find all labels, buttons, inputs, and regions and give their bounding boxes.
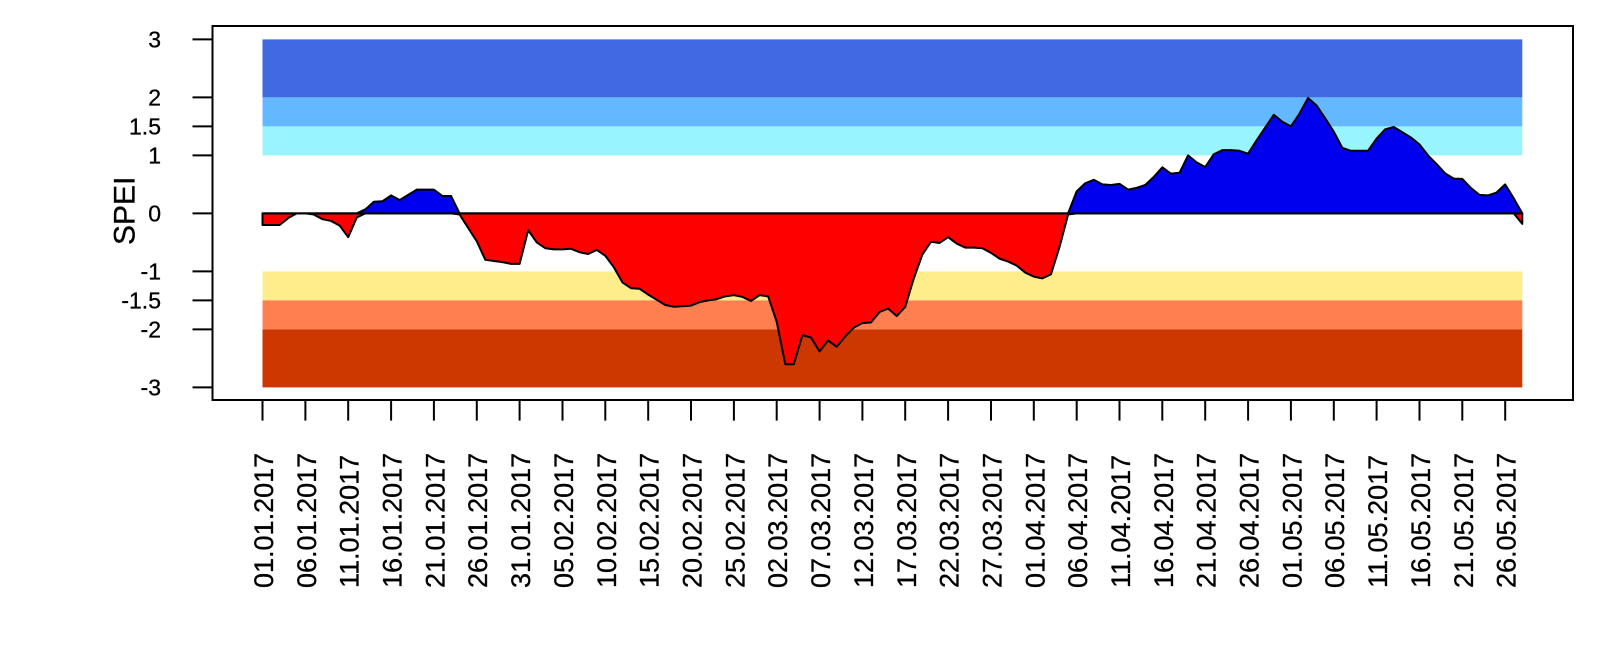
svg-text:1.5: 1.5 bbox=[129, 114, 161, 140]
svg-text:06.01.2017: 06.01.2017 bbox=[292, 453, 322, 588]
svg-text:25.02.2017: 25.02.2017 bbox=[720, 453, 750, 588]
svg-text:-1: -1 bbox=[141, 259, 161, 285]
svg-text:01.05.2017: 01.05.2017 bbox=[1277, 453, 1307, 588]
svg-text:22.03.2017: 22.03.2017 bbox=[935, 453, 965, 588]
svg-text:31.01.2017: 31.01.2017 bbox=[506, 453, 536, 588]
svg-text:1: 1 bbox=[148, 143, 161, 169]
svg-text:06.05.2017: 06.05.2017 bbox=[1320, 453, 1350, 588]
svg-text:10.02.2017: 10.02.2017 bbox=[592, 453, 622, 588]
svg-text:3: 3 bbox=[148, 27, 161, 53]
svg-text:11.05.2017: 11.05.2017 bbox=[1363, 455, 1393, 588]
svg-text:02.03.2017: 02.03.2017 bbox=[763, 453, 793, 588]
svg-text:17.03.2017: 17.03.2017 bbox=[892, 453, 922, 588]
svg-text:21.05.2017: 21.05.2017 bbox=[1449, 453, 1479, 588]
svg-text:11.01.2017: 11.01.2017 bbox=[335, 455, 365, 588]
svg-text:SPEI: SPEI bbox=[109, 177, 142, 245]
svg-text:11.04.2017: 11.04.2017 bbox=[1106, 455, 1136, 588]
svg-text:21.04.2017: 21.04.2017 bbox=[1192, 453, 1222, 588]
svg-text:07.03.2017: 07.03.2017 bbox=[806, 453, 836, 588]
svg-text:26.04.2017: 26.04.2017 bbox=[1235, 453, 1265, 588]
svg-text:12.03.2017: 12.03.2017 bbox=[849, 453, 879, 588]
svg-text:26.05.2017: 26.05.2017 bbox=[1492, 453, 1522, 588]
svg-text:-3: -3 bbox=[141, 375, 161, 401]
svg-text:27.03.2017: 27.03.2017 bbox=[978, 453, 1008, 588]
svg-text:-2: -2 bbox=[141, 317, 161, 343]
svg-text:01.01.2017: 01.01.2017 bbox=[249, 453, 279, 588]
svg-text:16.01.2017: 16.01.2017 bbox=[378, 453, 408, 588]
svg-text:16.05.2017: 16.05.2017 bbox=[1406, 453, 1436, 588]
svg-text:16.04.2017: 16.04.2017 bbox=[1149, 453, 1179, 588]
svg-text:15.02.2017: 15.02.2017 bbox=[635, 453, 665, 588]
svg-text:2: 2 bbox=[148, 85, 161, 111]
svg-text:0: 0 bbox=[148, 201, 161, 227]
svg-text:06.04.2017: 06.04.2017 bbox=[1063, 453, 1093, 588]
svg-text:20.02.2017: 20.02.2017 bbox=[678, 453, 708, 588]
svg-text:01.04.2017: 01.04.2017 bbox=[1020, 453, 1050, 588]
svg-text:21.01.2017: 21.01.2017 bbox=[420, 453, 450, 588]
svg-text:05.02.2017: 05.02.2017 bbox=[549, 453, 579, 588]
svg-text:-1.5: -1.5 bbox=[121, 288, 161, 314]
svg-text:26.01.2017: 26.01.2017 bbox=[463, 453, 493, 588]
